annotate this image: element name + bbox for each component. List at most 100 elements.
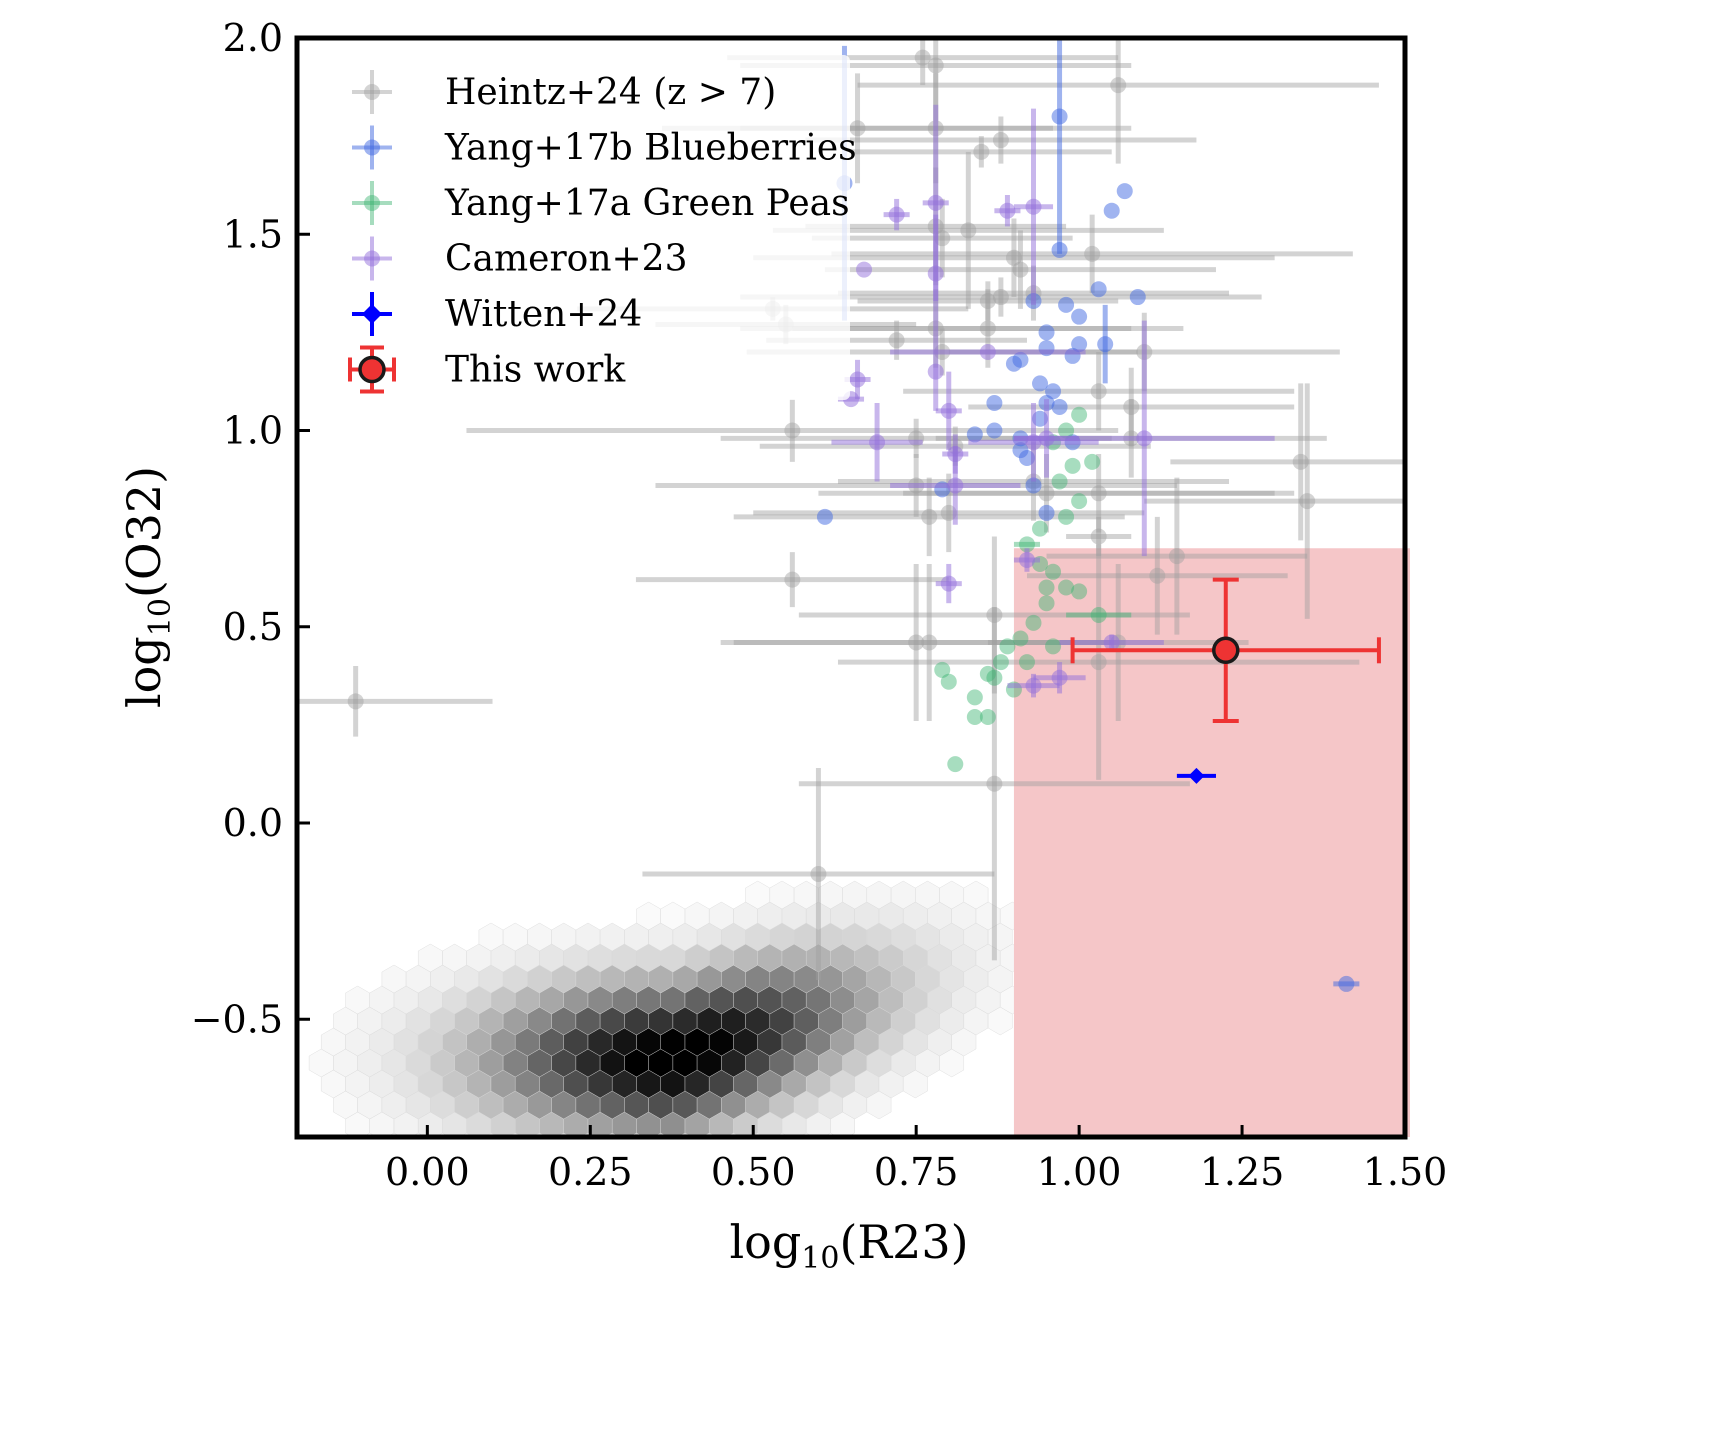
data-point — [979, 344, 996, 360]
data-point — [1038, 485, 1055, 502]
y-tick-label: 1.0 — [223, 409, 283, 453]
data-point — [1103, 202, 1120, 219]
data-point — [986, 669, 1003, 686]
legend-label: Yang+17a Green Peas — [444, 183, 850, 224]
data-point — [869, 434, 886, 451]
data-point — [986, 606, 1003, 623]
y-axis-label-sub: 10 — [143, 598, 178, 636]
legend-label: This work — [445, 350, 626, 391]
data-point — [1025, 477, 1042, 494]
data-point — [810, 866, 827, 883]
legend-item: This work — [348, 345, 626, 394]
legend-marker — [364, 139, 380, 156]
data-point — [816, 508, 833, 525]
y-tick-label: −0.5 — [191, 997, 283, 1041]
legend-label: Witten+24 — [445, 294, 642, 335]
data-point — [1084, 453, 1101, 470]
data-point — [1038, 504, 1055, 521]
data-point — [1116, 183, 1133, 200]
data-point — [1018, 536, 1035, 553]
data-point — [1045, 563, 1062, 580]
data-point — [1051, 473, 1068, 490]
plot-frame — [294, 35, 1408, 1140]
legend-marker — [362, 304, 382, 324]
data-point — [986, 395, 1003, 412]
data-point — [1168, 548, 1185, 565]
legend-item: Witten+24 — [352, 292, 642, 336]
data-point — [1071, 406, 1088, 423]
data-point — [1299, 493, 1316, 510]
data-point — [999, 638, 1016, 655]
hexbin-density — [308, 880, 1025, 1137]
data-point — [1090, 485, 1107, 502]
data-point — [1018, 654, 1035, 671]
data-point — [1051, 398, 1068, 415]
data-point — [1051, 108, 1068, 125]
data-point — [940, 673, 957, 690]
data-point — [934, 230, 951, 247]
y-axis-label: log10(O32) — [117, 466, 178, 708]
data-point — [1012, 261, 1029, 278]
data-point — [966, 689, 983, 706]
y-axis-label-pre: log — [117, 636, 171, 708]
data-point — [1051, 241, 1068, 258]
y-tick-label: 2.0 — [223, 16, 283, 60]
legend: Heintz+24 (z > 7) Yang+17b Blueberries Yan… — [330, 55, 857, 400]
series-cameron-23 — [831, 104, 1275, 698]
data-point — [849, 371, 866, 388]
data-point — [966, 709, 983, 726]
data-point — [947, 477, 964, 494]
legend-item: Yang+17b Blueberries — [352, 125, 857, 170]
data-point — [1292, 453, 1309, 470]
data-point — [888, 206, 905, 223]
data-point — [1097, 336, 1114, 353]
data-point — [940, 575, 957, 592]
data-point — [1071, 308, 1088, 325]
legend-marker — [364, 84, 380, 100]
x-tick-label: 1.25 — [1200, 1150, 1285, 1194]
data-point — [1188, 767, 1205, 784]
data-point — [1338, 975, 1355, 992]
data-point — [921, 634, 938, 651]
data-point — [1090, 281, 1107, 298]
data-point — [973, 143, 990, 160]
data-point — [1032, 520, 1049, 537]
legend-label: Yang+17b Blueberries — [444, 128, 857, 169]
data-point — [979, 292, 996, 309]
data-point — [979, 320, 996, 337]
data-point — [1084, 245, 1101, 262]
data-point — [1051, 669, 1068, 686]
data-point — [986, 422, 1003, 439]
legend-label: Cameron+23 — [445, 239, 688, 280]
data-point — [999, 202, 1016, 219]
data-point — [1032, 375, 1049, 392]
data-point — [992, 132, 1009, 149]
data-point — [1025, 677, 1042, 694]
data-point — [992, 289, 1009, 306]
x-axis-ticks: 0.00 0.25 0.50 0.75 1.00 1.25 1.50 — [385, 1125, 1447, 1194]
data-point — [1058, 508, 1075, 525]
data-point — [1071, 583, 1088, 600]
data-point — [927, 265, 944, 282]
data-point — [784, 571, 801, 588]
data-point — [947, 756, 964, 773]
data-point — [849, 120, 866, 137]
y-axis-label-post: (O32) — [117, 466, 171, 598]
data-point — [1025, 198, 1042, 215]
data-point — [1149, 567, 1166, 584]
data-point — [927, 194, 944, 211]
legend-marker — [358, 355, 386, 384]
data-point — [992, 654, 1009, 671]
data-point — [1012, 442, 1029, 459]
data-point — [1071, 336, 1088, 353]
series-witten-24 — [1176, 767, 1216, 784]
x-tick-label: 1.00 — [1037, 1150, 1122, 1194]
data-point — [1012, 630, 1029, 647]
data-point — [927, 363, 944, 380]
data-point — [1071, 493, 1088, 510]
x-axis-label-post: (R23) — [839, 1215, 968, 1269]
data-point — [856, 261, 873, 278]
x-axis-label-pre: log — [729, 1215, 801, 1269]
x-axis-label: log10(R23) — [729, 1215, 968, 1276]
